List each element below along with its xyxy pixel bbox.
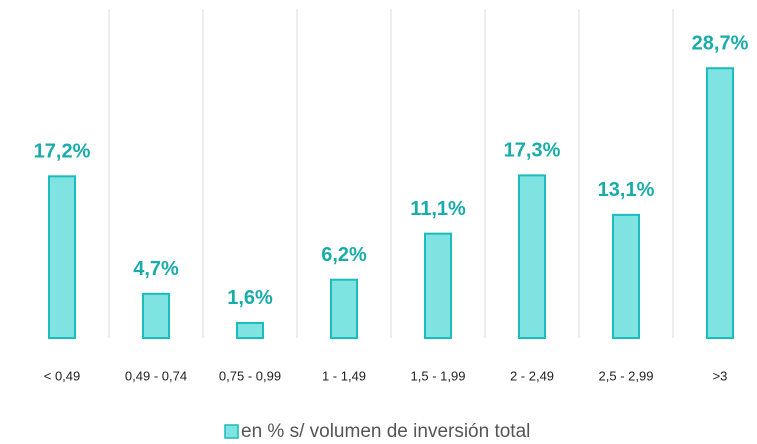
value-label: 13,1% — [598, 179, 655, 201]
bar — [518, 174, 546, 339]
bar — [424, 232, 452, 339]
value-label: 28,7% — [692, 33, 749, 55]
bar — [48, 175, 76, 339]
x-tick-label: 0,75 - 0,99 — [219, 368, 281, 383]
bar — [236, 321, 264, 339]
x-tick-label: 2 - 2,49 — [510, 368, 554, 383]
x-tick-label: 1,5 - 1,99 — [411, 368, 466, 383]
value-label: 11,1% — [410, 198, 466, 220]
x-tick-label: >3 — [713, 368, 728, 383]
value-label: 1,6% — [227, 287, 273, 309]
x-tick-label: 1 - 1,49 — [322, 368, 366, 383]
bar — [612, 213, 640, 339]
x-tick-label: 2,5 - 2,99 — [599, 368, 654, 383]
x-tick-label: 0,49 - 0,74 — [125, 368, 187, 383]
bar — [706, 67, 734, 339]
value-label: 17,2% — [34, 141, 91, 163]
value-label: 4,7% — [133, 258, 179, 280]
x-tick-label: < 0,49 — [44, 368, 81, 383]
legend-swatch — [224, 424, 239, 439]
value-label: 6,2% — [321, 244, 367, 266]
bar — [142, 292, 170, 340]
legend-label: en % s/ volumen de inversión total — [241, 421, 530, 442]
value-label: 17,3% — [504, 140, 561, 162]
bar — [330, 278, 358, 339]
